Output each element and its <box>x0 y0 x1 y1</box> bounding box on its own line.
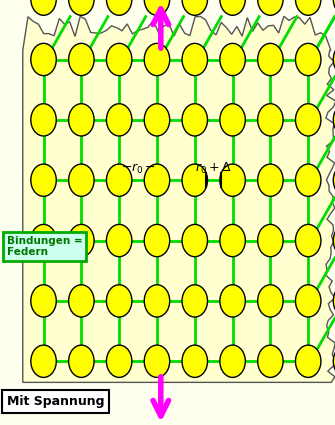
Circle shape <box>31 0 56 15</box>
Circle shape <box>107 285 132 317</box>
Circle shape <box>69 345 94 377</box>
Circle shape <box>31 345 56 377</box>
Circle shape <box>31 164 56 196</box>
Circle shape <box>107 104 132 136</box>
Circle shape <box>220 224 245 257</box>
Circle shape <box>220 43 245 76</box>
Polygon shape <box>23 16 335 382</box>
Circle shape <box>144 345 170 377</box>
Circle shape <box>31 224 56 257</box>
Circle shape <box>220 164 245 196</box>
Circle shape <box>258 224 283 257</box>
Circle shape <box>144 285 170 317</box>
Circle shape <box>107 345 132 377</box>
Circle shape <box>220 104 245 136</box>
Circle shape <box>144 43 170 76</box>
Circle shape <box>69 0 94 15</box>
Circle shape <box>182 164 207 196</box>
Circle shape <box>182 285 207 317</box>
Text: Bindungen =
Federn: Bindungen = Federn <box>7 236 82 257</box>
Circle shape <box>182 43 207 76</box>
Circle shape <box>144 164 170 196</box>
Circle shape <box>220 285 245 317</box>
Circle shape <box>258 43 283 76</box>
Circle shape <box>69 104 94 136</box>
Circle shape <box>258 104 283 136</box>
Circle shape <box>258 285 283 317</box>
Circle shape <box>107 43 132 76</box>
Circle shape <box>333 285 335 317</box>
Circle shape <box>258 0 283 15</box>
Circle shape <box>333 0 335 15</box>
Circle shape <box>144 104 170 136</box>
Circle shape <box>69 224 94 257</box>
Circle shape <box>144 224 170 257</box>
Circle shape <box>295 0 321 15</box>
Circle shape <box>69 285 94 317</box>
Circle shape <box>333 345 335 377</box>
Circle shape <box>107 164 132 196</box>
Circle shape <box>107 224 132 257</box>
Circle shape <box>295 164 321 196</box>
Circle shape <box>333 164 335 196</box>
Circle shape <box>182 224 207 257</box>
Circle shape <box>295 224 321 257</box>
Circle shape <box>295 345 321 377</box>
Circle shape <box>295 104 321 136</box>
Text: $r_0 + \Delta$: $r_0 + \Delta$ <box>195 161 232 176</box>
Circle shape <box>220 345 245 377</box>
Circle shape <box>258 164 283 196</box>
Circle shape <box>220 0 245 15</box>
Circle shape <box>31 104 56 136</box>
Circle shape <box>69 43 94 76</box>
Text: Mit Spannung: Mit Spannung <box>7 395 104 408</box>
Circle shape <box>182 104 207 136</box>
Circle shape <box>69 164 94 196</box>
Circle shape <box>182 345 207 377</box>
Circle shape <box>258 345 283 377</box>
Text: $-r_0-$: $-r_0-$ <box>121 162 156 176</box>
Circle shape <box>31 43 56 76</box>
Circle shape <box>295 285 321 317</box>
Circle shape <box>182 0 207 15</box>
Circle shape <box>333 224 335 257</box>
Circle shape <box>31 285 56 317</box>
Circle shape <box>144 0 170 15</box>
Circle shape <box>333 43 335 76</box>
Circle shape <box>107 0 132 15</box>
Circle shape <box>333 104 335 136</box>
Circle shape <box>295 43 321 76</box>
